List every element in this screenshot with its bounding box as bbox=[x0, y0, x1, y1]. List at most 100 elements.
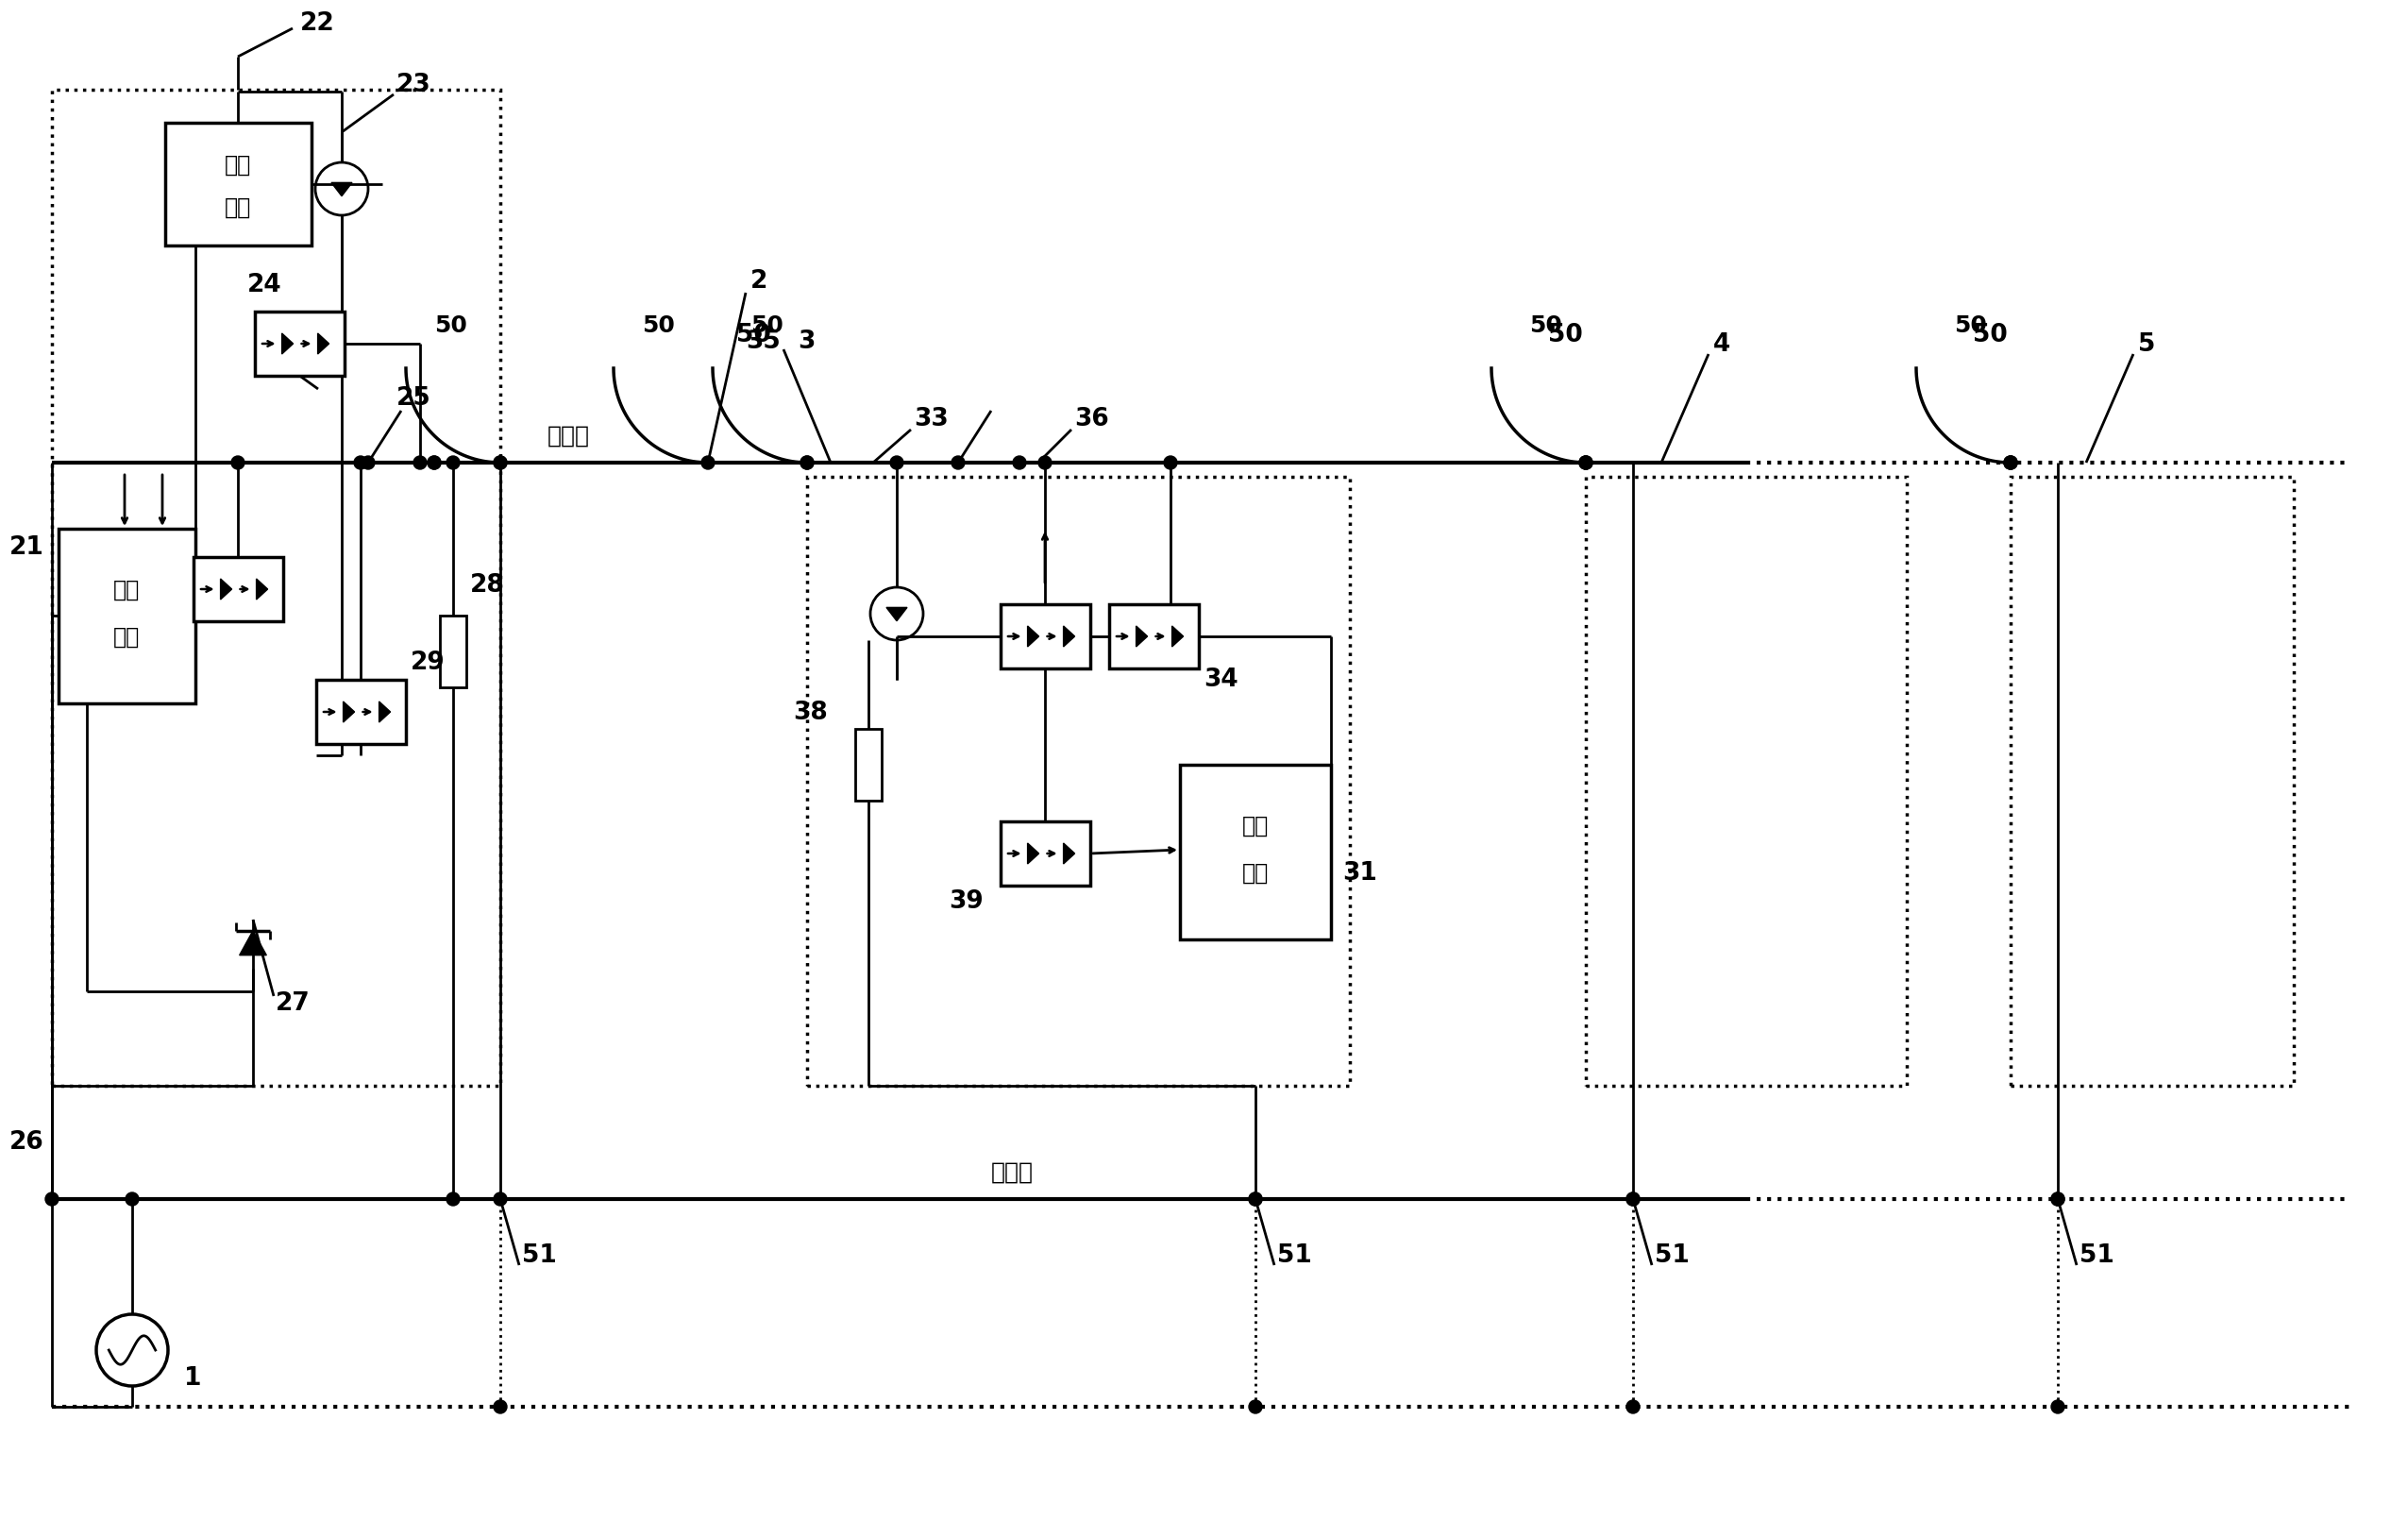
Text: 50: 50 bbox=[751, 314, 783, 337]
Circle shape bbox=[494, 457, 508, 469]
Polygon shape bbox=[238, 930, 267, 955]
Polygon shape bbox=[318, 334, 330, 354]
Circle shape bbox=[2003, 457, 2018, 469]
Text: 51: 51 bbox=[1276, 1243, 1312, 1267]
Circle shape bbox=[494, 457, 508, 469]
Text: 21: 21 bbox=[10, 535, 43, 560]
Polygon shape bbox=[282, 334, 294, 354]
Bar bbox=[53, 89, 501, 1086]
Circle shape bbox=[701, 457, 715, 469]
Circle shape bbox=[429, 457, 441, 469]
Text: 直流: 直流 bbox=[224, 154, 250, 177]
Circle shape bbox=[494, 1192, 508, 1206]
Circle shape bbox=[1625, 1400, 1640, 1413]
Polygon shape bbox=[1028, 843, 1038, 864]
Text: 共用线: 共用线 bbox=[992, 1161, 1033, 1184]
Text: 51: 51 bbox=[2081, 1243, 2114, 1267]
Text: 27: 27 bbox=[275, 992, 311, 1017]
Polygon shape bbox=[886, 608, 908, 621]
Text: 39: 39 bbox=[949, 889, 982, 914]
Text: 28: 28 bbox=[470, 574, 506, 598]
Circle shape bbox=[125, 1192, 140, 1206]
Circle shape bbox=[1580, 457, 1592, 469]
Text: 50: 50 bbox=[1972, 323, 2008, 348]
Circle shape bbox=[1625, 1192, 1640, 1206]
Circle shape bbox=[1580, 457, 1592, 469]
Text: 电源: 电源 bbox=[224, 197, 250, 218]
Bar bbox=[1002, 604, 1091, 669]
Text: 50: 50 bbox=[1548, 323, 1582, 348]
Text: 50: 50 bbox=[433, 314, 467, 337]
Bar bbox=[1587, 477, 1907, 1086]
Polygon shape bbox=[255, 578, 267, 600]
Polygon shape bbox=[1173, 626, 1182, 647]
Text: 50: 50 bbox=[1953, 314, 1987, 337]
Text: 电路: 电路 bbox=[1243, 861, 1269, 884]
Bar bbox=[193, 557, 284, 621]
Circle shape bbox=[2003, 457, 2018, 469]
Text: 51: 51 bbox=[1654, 1243, 1690, 1267]
Circle shape bbox=[2052, 1192, 2064, 1206]
Polygon shape bbox=[1028, 626, 1038, 647]
Circle shape bbox=[429, 457, 441, 469]
Bar bbox=[58, 529, 195, 703]
Circle shape bbox=[231, 457, 246, 469]
Text: 29: 29 bbox=[412, 651, 445, 675]
Circle shape bbox=[2052, 1192, 2064, 1206]
Text: 控制: 控制 bbox=[1243, 815, 1269, 838]
Circle shape bbox=[1250, 1400, 1262, 1413]
Text: 50: 50 bbox=[643, 314, 674, 337]
Text: 通信线: 通信线 bbox=[547, 424, 590, 448]
Circle shape bbox=[1038, 457, 1052, 469]
Text: 23: 23 bbox=[397, 72, 431, 97]
Text: 31: 31 bbox=[1341, 861, 1377, 886]
Text: 36: 36 bbox=[1074, 408, 1110, 432]
Circle shape bbox=[799, 457, 814, 469]
Text: 5: 5 bbox=[2138, 332, 2155, 357]
Text: 2: 2 bbox=[751, 269, 768, 294]
Circle shape bbox=[799, 457, 814, 469]
Text: 25: 25 bbox=[397, 386, 431, 411]
Polygon shape bbox=[1064, 626, 1074, 647]
Bar bbox=[807, 477, 1351, 1086]
Text: 50: 50 bbox=[737, 323, 771, 348]
Circle shape bbox=[951, 457, 966, 469]
Bar bbox=[1002, 821, 1091, 886]
Text: 51: 51 bbox=[523, 1243, 556, 1267]
Bar bbox=[2011, 477, 2295, 1086]
Circle shape bbox=[414, 457, 426, 469]
Circle shape bbox=[354, 457, 366, 469]
Text: 50: 50 bbox=[1529, 314, 1563, 337]
Text: 38: 38 bbox=[792, 700, 828, 724]
Circle shape bbox=[1625, 1192, 1640, 1206]
Circle shape bbox=[1163, 457, 1178, 469]
Bar bbox=[166, 123, 311, 246]
Text: 1: 1 bbox=[183, 1366, 202, 1390]
Bar bbox=[441, 615, 467, 687]
Polygon shape bbox=[332, 183, 352, 197]
Circle shape bbox=[361, 457, 376, 469]
Circle shape bbox=[1250, 1192, 1262, 1206]
Polygon shape bbox=[344, 701, 354, 723]
Text: 34: 34 bbox=[1204, 667, 1238, 692]
Polygon shape bbox=[222, 578, 231, 600]
Bar bbox=[855, 729, 881, 801]
Circle shape bbox=[2052, 1400, 2064, 1413]
Circle shape bbox=[1014, 457, 1026, 469]
Circle shape bbox=[494, 1400, 508, 1413]
Circle shape bbox=[445, 457, 460, 469]
Circle shape bbox=[1250, 1192, 1262, 1206]
Circle shape bbox=[891, 457, 903, 469]
Bar bbox=[315, 680, 407, 744]
Text: 22: 22 bbox=[301, 11, 335, 35]
Text: 35: 35 bbox=[746, 329, 780, 354]
Text: 3: 3 bbox=[797, 329, 814, 354]
Bar bbox=[1110, 604, 1199, 669]
Text: 33: 33 bbox=[913, 408, 949, 432]
Text: 4: 4 bbox=[1712, 332, 1731, 357]
Text: 控制: 控制 bbox=[113, 578, 140, 601]
Polygon shape bbox=[1064, 843, 1074, 864]
Polygon shape bbox=[378, 701, 390, 723]
Circle shape bbox=[445, 1192, 460, 1206]
Text: 24: 24 bbox=[248, 272, 282, 297]
